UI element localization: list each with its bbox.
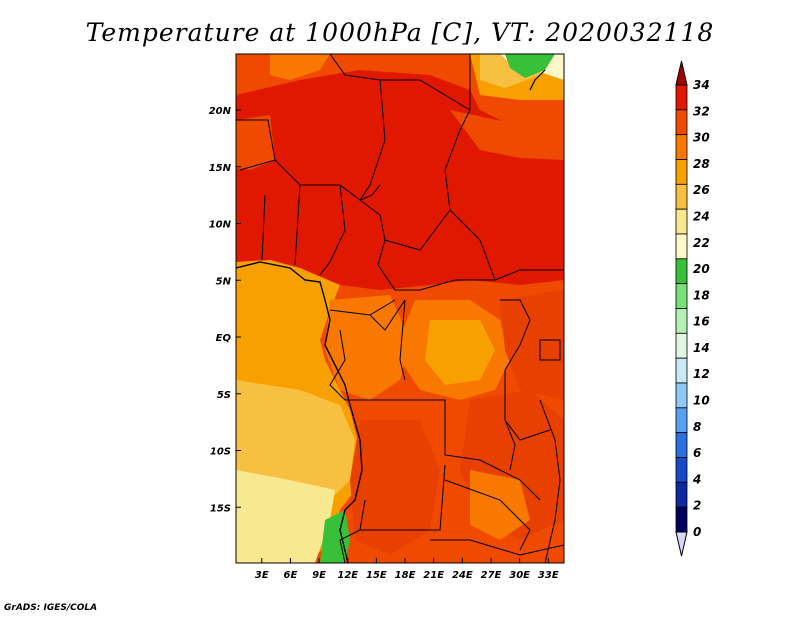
colorbar-label: 30 bbox=[693, 131, 710, 145]
latitude-axis: 20N 15N 10N 5N EQ 5S 10S 15S bbox=[209, 106, 241, 514]
colorbar-label: 0 bbox=[693, 525, 701, 539]
colorbar-label: 12 bbox=[693, 367, 710, 381]
colorbar-label: 6 bbox=[693, 446, 701, 460]
lat-tick-label: 20N bbox=[209, 106, 232, 117]
colorbar-bin bbox=[675, 208, 688, 235]
lon-tick-label: 18E bbox=[395, 570, 416, 581]
colorbar-bin bbox=[675, 308, 688, 334]
lon-tick-label: 21E bbox=[423, 570, 444, 581]
lon-tick-label: 3E bbox=[255, 570, 269, 581]
colorbar-bin bbox=[675, 183, 688, 210]
colorbar-bin bbox=[675, 357, 688, 384]
colorbar-label: 10 bbox=[693, 394, 710, 408]
colorbar-top-triangle bbox=[675, 60, 688, 86]
longitude-axis: 3E 6E 9E 12E 15E 18E 21E 24E 27E 30E 33E bbox=[255, 558, 559, 581]
country-borders bbox=[236, 54, 564, 563]
colorbar-label: 32 bbox=[693, 104, 710, 118]
colorbar-label: 2 bbox=[693, 499, 701, 513]
lat-tick-label: 5N bbox=[216, 276, 232, 287]
colorbar-bin bbox=[675, 481, 688, 508]
lon-tick-label: 27E bbox=[481, 570, 502, 581]
colorbar-bin bbox=[675, 159, 688, 185]
colorbar-bin bbox=[675, 432, 688, 458]
colorbar-bin bbox=[675, 382, 688, 409]
colorbar-label: 34 bbox=[693, 78, 710, 92]
map-title: Temperature at 1000hPa [C], VT: 20200321… bbox=[85, 18, 715, 47]
lon-tick-label: 33E bbox=[538, 570, 559, 581]
colorbar-label: 20 bbox=[693, 262, 710, 276]
lat-tick-label: 10N bbox=[209, 220, 232, 231]
lat-tick-label: 15S bbox=[210, 503, 231, 514]
colorbar-bottom-triangle bbox=[675, 531, 688, 557]
colorbar-label: 8 bbox=[693, 420, 701, 434]
colorbar-label: 22 bbox=[693, 236, 710, 250]
colorbar-bin bbox=[675, 506, 688, 533]
lat-tick-label: 15N bbox=[209, 163, 232, 174]
lon-tick-label: 30E bbox=[509, 570, 530, 581]
colorbar-label: 14 bbox=[693, 341, 710, 355]
red-sea-coast bbox=[529, 69, 546, 91]
colorbar-bin bbox=[675, 407, 688, 434]
colorbar-label: 18 bbox=[693, 288, 710, 302]
colorbar-label: 26 bbox=[693, 183, 710, 197]
temperature-field bbox=[236, 54, 564, 563]
lon-tick-label: 24E bbox=[452, 570, 473, 581]
colorbar-label: 24 bbox=[693, 209, 710, 223]
colorbar-bin bbox=[675, 283, 688, 309]
colorbar-label: 16 bbox=[693, 315, 710, 329]
lon-tick-label: 9E bbox=[312, 570, 326, 581]
coastline bbox=[236, 261, 363, 563]
colorbar-bin bbox=[675, 134, 688, 160]
lon-tick-label: 15E bbox=[366, 570, 387, 581]
grads-credit: GrADS: IGES/COLA bbox=[4, 603, 98, 613]
map-frame bbox=[235, 53, 565, 564]
lon-tick-label: 6E bbox=[284, 570, 298, 581]
colorbar-bin bbox=[675, 109, 688, 136]
lat-tick-label: EQ bbox=[216, 333, 232, 344]
colorbar-bin bbox=[675, 332, 688, 359]
lat-tick-label: 10S bbox=[210, 447, 231, 458]
lon-tick-label: 12E bbox=[337, 570, 358, 581]
colorbar-bin bbox=[675, 84, 688, 111]
colorbar-label: 28 bbox=[693, 157, 710, 171]
colorbar-label: 4 bbox=[692, 472, 701, 486]
lat-tick-label: 5S bbox=[217, 390, 231, 401]
colorbar-bin bbox=[675, 457, 688, 483]
colorbar-bin bbox=[675, 258, 688, 285]
colorbar-bin bbox=[675, 233, 688, 260]
